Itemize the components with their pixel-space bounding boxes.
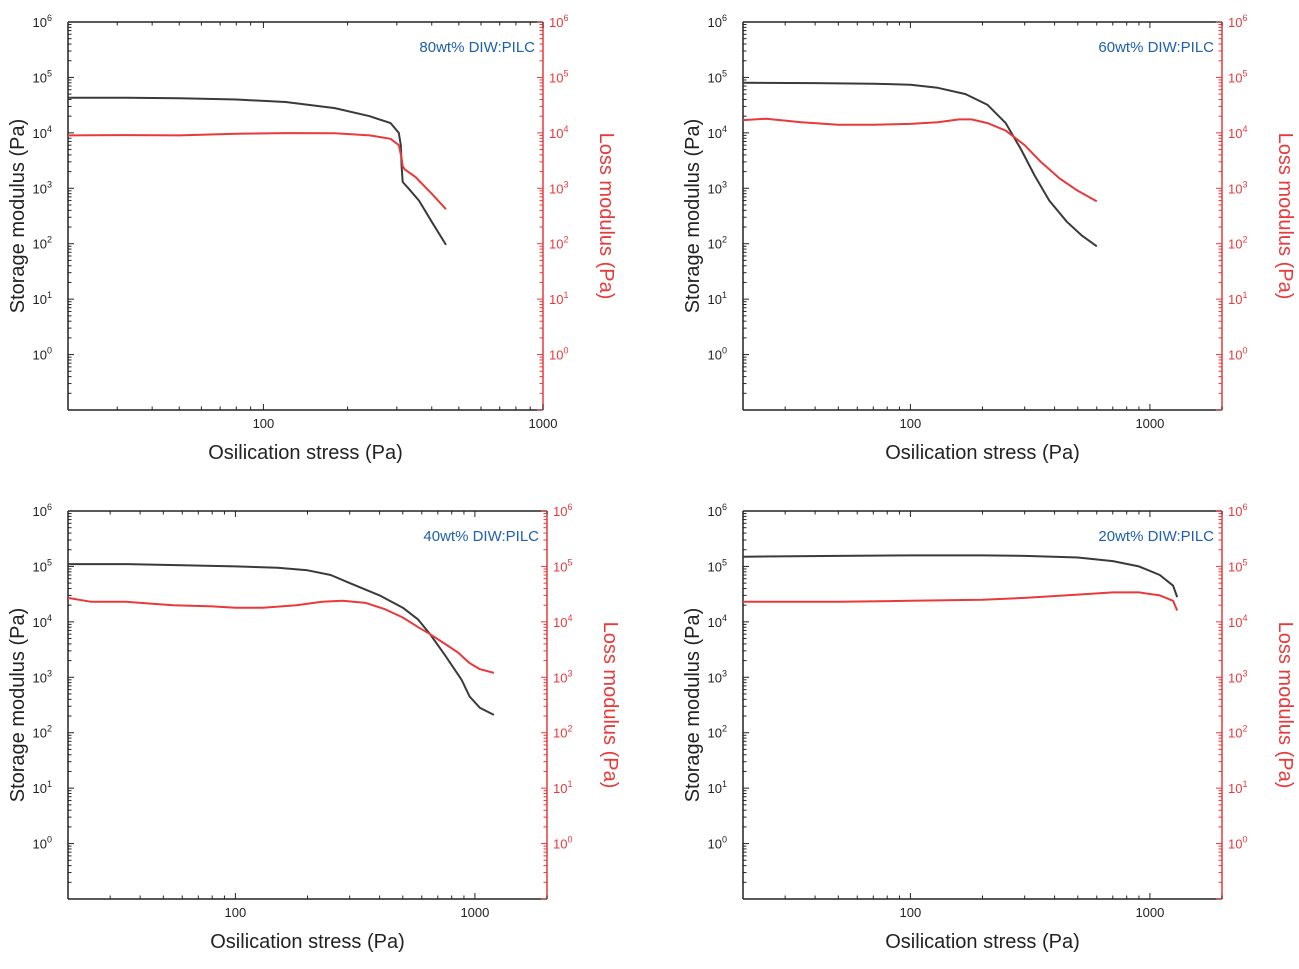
y-left-tick-label: 102 xyxy=(33,235,52,252)
y-left-axis-title: Storage modulus (Pa) xyxy=(7,608,29,803)
loss-modulus-line xyxy=(743,591,1179,611)
y-right-tick-label: 105 xyxy=(553,557,572,574)
y-right-tick-label: 100 xyxy=(1228,346,1247,363)
y-left-tick-label: 101 xyxy=(33,290,52,307)
y-right-tick-label: 103 xyxy=(1228,179,1247,196)
y-left-tick-label: 102 xyxy=(708,235,727,252)
y-left-tick-label: 100 xyxy=(33,346,52,363)
loss-modulus-line xyxy=(742,117,1098,203)
x-tick-label: 100 xyxy=(900,905,922,920)
y-left-tick-label: 105 xyxy=(708,68,727,85)
y-left-tick-label: 103 xyxy=(708,179,727,196)
y-left-tick-label: 105 xyxy=(33,557,52,574)
chart-panel-2: 100 1000 100 100 101 101 102 102 103 103 104 104 105… xyxy=(682,13,1296,464)
y-right-tick-label: 102 xyxy=(1228,235,1247,252)
y-left-tick-label: 106 xyxy=(33,13,52,30)
y-left-tick-label: 104 xyxy=(33,124,52,141)
y-left-tick-label: 106 xyxy=(708,502,727,519)
x-tick-label: 1000 xyxy=(460,905,489,920)
x-tick-label: 1000 xyxy=(529,416,558,431)
x-axis-title: Osilication stress (Pa) xyxy=(885,931,1080,953)
y-left-tick-label: 106 xyxy=(33,502,52,519)
y-right-tick-label: 104 xyxy=(1228,124,1247,141)
chart-annotation: 60wt% DIW:PILC xyxy=(1098,39,1214,56)
y-left-tick-label: 100 xyxy=(708,835,727,852)
y-left-tick-label: 104 xyxy=(708,613,727,630)
y-right-tick-label: 104 xyxy=(549,124,568,141)
y-right-tick-label: 102 xyxy=(549,235,568,252)
y-right-tick-label: 105 xyxy=(1228,68,1247,85)
y-right-tick-label: 105 xyxy=(1228,557,1247,574)
y-right-tick-label: 104 xyxy=(553,613,572,630)
y-right-tick-label: 104 xyxy=(1228,613,1247,630)
chart-panel-1: 100 1000 100 100 101 101 102 102 103 103 104 104 105… xyxy=(7,13,617,464)
y-right-tick-label: 103 xyxy=(553,668,572,685)
x-tick-label: 100 xyxy=(253,416,275,431)
y-right-tick-label: 106 xyxy=(1228,502,1247,519)
x-tick-label: 1000 xyxy=(1135,416,1164,431)
x-tick-label: 1000 xyxy=(1135,905,1164,920)
y-right-tick-label: 101 xyxy=(549,290,568,307)
y-left-tick-label: 102 xyxy=(708,724,727,741)
y-right-tick-label: 100 xyxy=(1228,835,1247,852)
y-right-tick-label: 106 xyxy=(553,502,572,519)
y-left-tick-label: 102 xyxy=(33,724,52,741)
x-axis-title: Osilication stress (Pa) xyxy=(885,442,1080,464)
y-right-tick-label: 106 xyxy=(1228,13,1247,30)
y-right-axis-title: Loss modulus (Pa) xyxy=(1274,133,1296,300)
y-right-tick-label: 100 xyxy=(553,835,572,852)
y-left-tick-label: 104 xyxy=(708,124,727,141)
chart-annotation: 80wt% DIW:PILC xyxy=(419,39,535,56)
y-left-axis-title: Storage modulus (Pa) xyxy=(7,119,29,314)
y-left-tick-label: 106 xyxy=(708,13,727,30)
y-right-tick-label: 102 xyxy=(553,724,572,741)
y-right-tick-label: 103 xyxy=(549,179,568,196)
x-tick-label: 100 xyxy=(900,416,922,431)
loss-modulus-line xyxy=(67,596,495,674)
y-right-tick-label: 101 xyxy=(1228,779,1247,796)
y-left-tick-label: 103 xyxy=(33,668,52,685)
x-tick-label: 100 xyxy=(225,905,247,920)
loss-modulus-line xyxy=(67,132,447,210)
y-left-tick-label: 101 xyxy=(708,290,727,307)
y-left-tick-label: 100 xyxy=(708,346,727,363)
chart-panel-3: 100 1000 100 100 101 101 102 102 103 103 104 104 105… xyxy=(7,502,621,953)
y-right-tick-label: 103 xyxy=(1228,668,1247,685)
y-right-tick-label: 105 xyxy=(549,68,568,85)
x-axis-title: Osilication stress (Pa) xyxy=(210,931,405,953)
x-axis-title: Osilication stress (Pa) xyxy=(208,442,403,464)
y-right-tick-label: 101 xyxy=(553,779,572,796)
y-left-tick-label: 100 xyxy=(33,835,52,852)
y-right-tick-label: 106 xyxy=(549,13,568,30)
y-left-axis-title: Storage modulus (Pa) xyxy=(682,608,704,803)
chart-annotation: 40wt% DIW:PILC xyxy=(423,528,539,545)
chart-annotation: 20wt% DIW:PILC xyxy=(1098,528,1214,545)
storage-modulus-line xyxy=(68,563,495,716)
y-left-tick-label: 101 xyxy=(708,779,727,796)
chart-panel-4: 100 1000 100 100 101 101 102 102 103 103 104 104 105… xyxy=(682,502,1296,953)
y-right-axis-title: Loss modulus (Pa) xyxy=(599,622,621,789)
y-left-tick-label: 103 xyxy=(708,668,727,685)
y-right-tick-label: 100 xyxy=(549,346,568,363)
y-right-tick-label: 102 xyxy=(1228,724,1247,741)
y-left-tick-label: 105 xyxy=(708,557,727,574)
y-left-tick-label: 104 xyxy=(33,613,52,630)
storage-modulus-line xyxy=(742,554,1179,598)
y-left-tick-label: 105 xyxy=(33,68,52,85)
y-left-tick-label: 103 xyxy=(33,179,52,196)
y-right-axis-title: Loss modulus (Pa) xyxy=(595,133,617,300)
storage-modulus-line xyxy=(68,96,447,246)
storage-modulus-line xyxy=(742,81,1098,248)
y-left-axis-title: Storage modulus (Pa) xyxy=(682,119,704,314)
y-left-tick-label: 101 xyxy=(33,779,52,796)
y-right-tick-label: 101 xyxy=(1228,290,1247,307)
y-right-axis-title: Loss modulus (Pa) xyxy=(1274,622,1296,789)
